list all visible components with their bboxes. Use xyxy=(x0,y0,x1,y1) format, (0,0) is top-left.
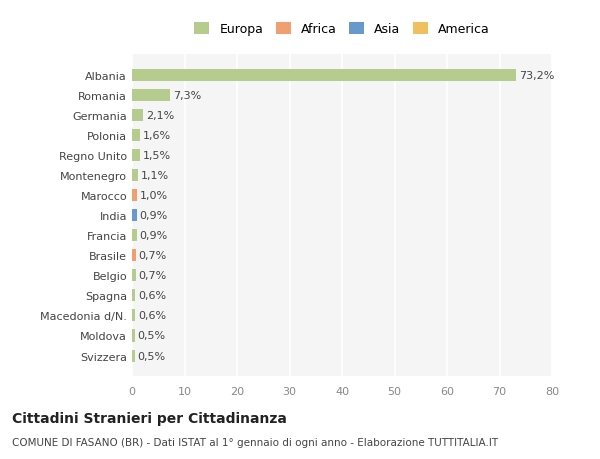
Text: 7,3%: 7,3% xyxy=(173,91,201,101)
Bar xyxy=(132,350,134,362)
Bar xyxy=(132,150,140,162)
Text: 73,2%: 73,2% xyxy=(519,71,554,81)
Text: 1,6%: 1,6% xyxy=(143,131,171,141)
Text: 1,0%: 1,0% xyxy=(140,191,168,201)
Text: 0,5%: 0,5% xyxy=(137,331,166,341)
Text: 0,7%: 0,7% xyxy=(139,271,167,281)
Bar xyxy=(132,230,137,242)
Text: 0,6%: 0,6% xyxy=(138,291,166,301)
Bar xyxy=(132,270,136,282)
Text: Cittadini Stranieri per Cittadinanza: Cittadini Stranieri per Cittadinanza xyxy=(12,411,287,425)
Text: 0,9%: 0,9% xyxy=(139,231,167,241)
Bar xyxy=(132,90,170,102)
Text: 1,1%: 1,1% xyxy=(140,171,169,181)
Bar xyxy=(132,70,516,82)
Text: 0,7%: 0,7% xyxy=(139,251,167,261)
Text: 2,1%: 2,1% xyxy=(146,111,174,121)
Bar xyxy=(132,190,137,202)
Text: 0,9%: 0,9% xyxy=(139,211,167,221)
Bar xyxy=(132,110,143,122)
Text: 0,5%: 0,5% xyxy=(137,351,166,361)
Text: 0,6%: 0,6% xyxy=(138,311,166,321)
Bar xyxy=(132,290,135,302)
Bar xyxy=(132,250,136,262)
Text: COMUNE DI FASANO (BR) - Dati ISTAT al 1° gennaio di ogni anno - Elaborazione TUT: COMUNE DI FASANO (BR) - Dati ISTAT al 1°… xyxy=(12,437,498,447)
Bar xyxy=(132,330,134,342)
Bar xyxy=(132,310,135,322)
Bar xyxy=(132,210,137,222)
Bar xyxy=(132,130,140,142)
Bar xyxy=(132,170,138,182)
Text: 1,5%: 1,5% xyxy=(143,151,170,161)
Legend: Europa, Africa, Asia, America: Europa, Africa, Asia, America xyxy=(191,20,493,40)
